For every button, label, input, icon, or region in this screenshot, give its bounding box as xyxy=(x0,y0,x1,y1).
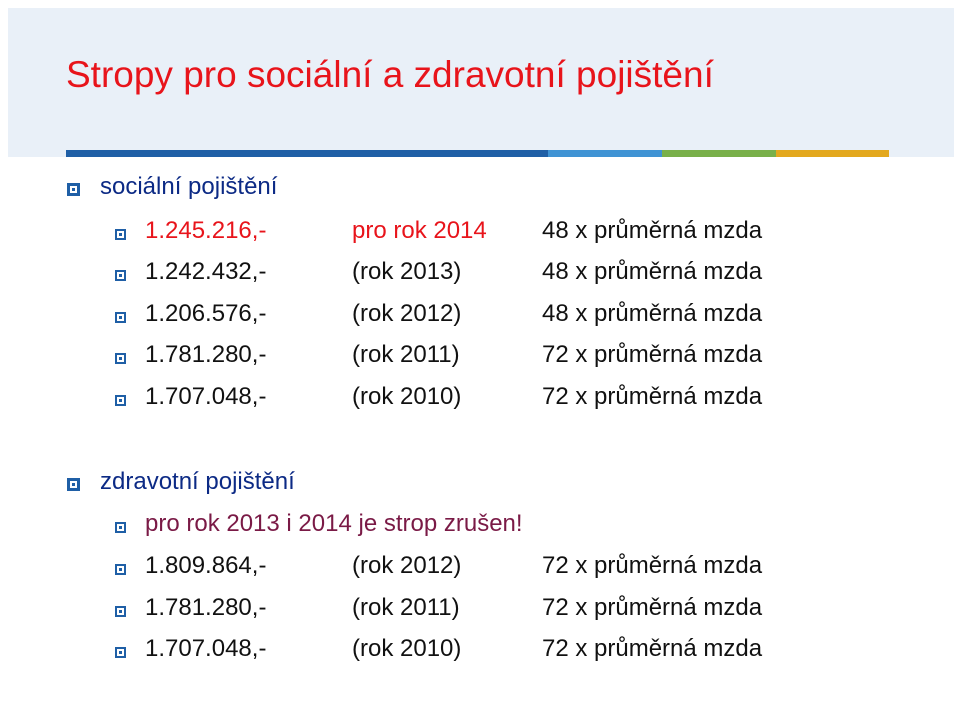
square-bullet-icon xyxy=(115,395,126,406)
section-heading-social: sociální pojištění xyxy=(100,173,278,200)
amount: 1.242.432,- xyxy=(145,258,267,285)
amount: 1.245.216,- xyxy=(145,217,267,244)
year: (rok 2011) xyxy=(352,594,460,621)
square-bullet-icon xyxy=(115,229,126,240)
note: 72 x průměrná mzda xyxy=(542,552,763,579)
accent-bar-lightblue xyxy=(548,150,662,157)
square-bullet-icon xyxy=(115,270,126,281)
year: (rok 2010) xyxy=(352,383,462,410)
year: (rok 2012) xyxy=(352,552,462,579)
note: 72 x průměrná mzda xyxy=(542,383,763,410)
note: 72 x průměrná mzda xyxy=(542,341,763,368)
amount: 1.781.280,- xyxy=(145,594,267,621)
year: (rok 2010) xyxy=(352,635,462,662)
square-bullet-icon xyxy=(115,606,126,617)
accent-bar-green xyxy=(662,150,776,157)
amount: 1.707.048,- xyxy=(145,383,267,410)
square-bullet-icon xyxy=(115,647,126,658)
note: 72 x průměrná mzda xyxy=(542,594,763,621)
accent-bar-orange xyxy=(776,150,889,157)
year: pro rok 2014 xyxy=(352,217,487,244)
square-bullet-icon xyxy=(115,312,126,323)
square-bullet-icon xyxy=(67,183,80,196)
amount: 1.781.280,- xyxy=(145,341,267,368)
amount: 1.707.048,- xyxy=(145,635,267,662)
square-bullet-icon xyxy=(115,564,126,575)
year: (rok 2011) xyxy=(352,341,460,368)
year: (rok 2012) xyxy=(352,300,462,327)
note: 72 x průměrná mzda xyxy=(542,635,763,662)
accent-bar-blue xyxy=(66,150,548,157)
square-bullet-icon xyxy=(115,522,126,533)
section-heading-health: zdravotní pojištění xyxy=(100,468,295,495)
amount: 1.206.576,- xyxy=(145,300,267,327)
square-bullet-icon xyxy=(115,353,126,364)
note: 48 x průměrná mzda xyxy=(542,217,763,244)
square-bullet-icon xyxy=(67,478,80,491)
cap-abolished-notice: pro rok 2013 i 2014 je strop zrušen! xyxy=(145,510,523,537)
note: 48 x průměrná mzda xyxy=(542,300,763,327)
title-area xyxy=(8,8,954,157)
amount: 1.809.864,- xyxy=(145,552,267,579)
slide-title: Stropy pro sociální a zdravotní pojištěn… xyxy=(66,54,714,95)
note: 48 x průměrná mzda xyxy=(542,258,763,285)
year: (rok 2013) xyxy=(352,258,462,285)
